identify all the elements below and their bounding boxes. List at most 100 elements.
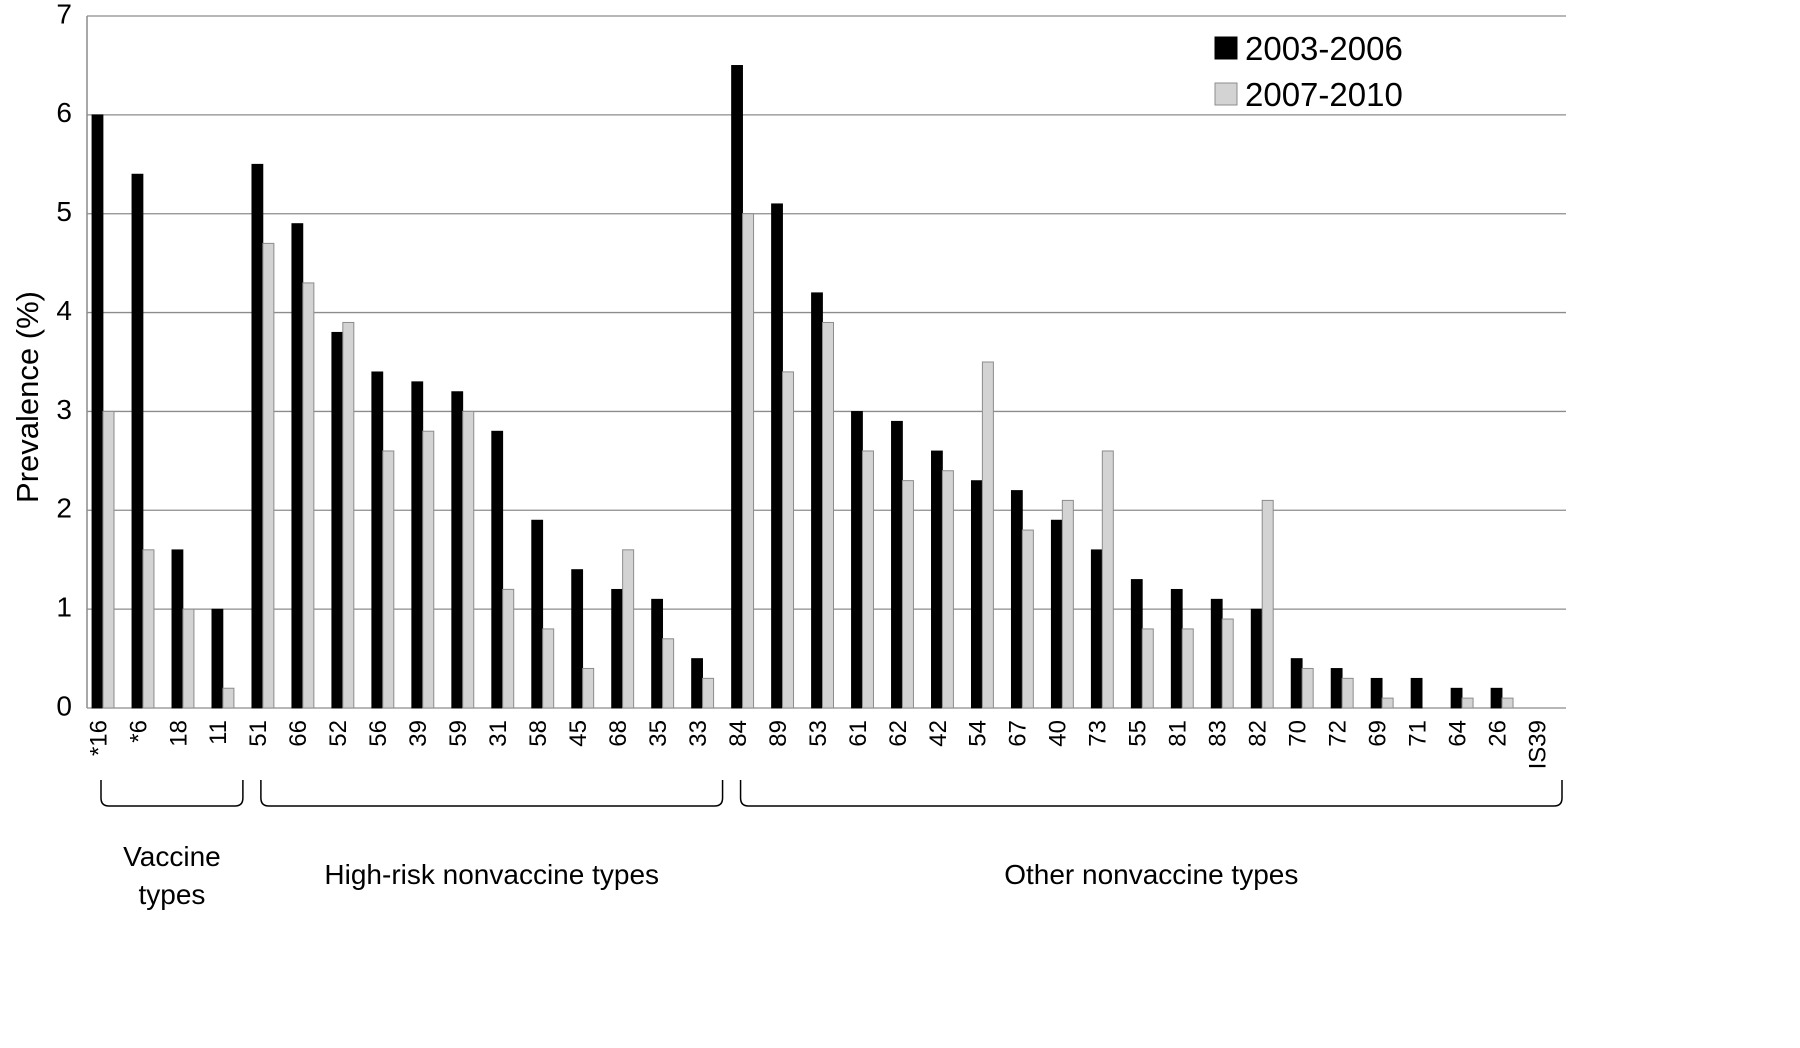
category-groups: Vaccine types High-risk nonvaccine types Ot… <box>100 780 1563 910</box>
bar-2007-2010-64 <box>1461 697 1474 709</box>
y-tick-label: 3 <box>56 394 72 425</box>
bar-2007-2010-69 <box>1381 697 1394 709</box>
x-tick-label: IS39 <box>1524 720 1551 769</box>
bars <box>91 65 1514 709</box>
group-label: High-risk nonvaccine types <box>324 859 659 890</box>
bar-2003-2006-83 <box>1210 598 1223 709</box>
bar-2007-2010-67 <box>1021 529 1034 709</box>
bar-2003-2006-51 <box>251 163 264 709</box>
group-bracket-1 <box>260 780 724 807</box>
y-tick-label: 5 <box>56 196 72 227</box>
x-tick-label: 59 <box>445 720 472 747</box>
x-tick-label: 26 <box>1484 720 1511 747</box>
bar-2007-2010-11 <box>222 687 235 709</box>
bar-2003-2006-82 <box>1250 608 1263 709</box>
bar-2007-2010-52 <box>342 321 355 709</box>
x-tick-label: 68 <box>605 720 632 747</box>
bar-2007-2010-6 <box>142 549 155 709</box>
bar-2007-2010-62 <box>901 480 914 709</box>
bar-2003-2006-84 <box>731 65 743 709</box>
bar-2003-2006-56 <box>371 371 384 709</box>
x-tick-label: 69 <box>1364 720 1391 747</box>
x-tick-label: 70 <box>1285 720 1312 747</box>
y-axis-title: Prevalence (%) <box>10 291 45 503</box>
bar-2007-2010-82 <box>1261 499 1274 709</box>
x-tick-label: 52 <box>325 720 352 747</box>
bar-2003-2006-11 <box>211 608 224 709</box>
legend-swatch-2003-2006 <box>1214 36 1238 60</box>
group-label: types <box>138 879 205 910</box>
bar-2003-2006-58 <box>531 519 544 709</box>
x-tick-label: 58 <box>525 720 552 747</box>
bar-2007-2010-16 <box>102 410 115 709</box>
x-tick-label: 61 <box>845 720 872 747</box>
bar-2007-2010-54 <box>981 361 994 709</box>
x-tick-label: 51 <box>245 720 272 747</box>
bar-2003-2006-45 <box>571 569 584 709</box>
x-tick-label: 54 <box>965 720 992 747</box>
bar-2007-2010-45 <box>582 667 595 709</box>
x-tick-label: 40 <box>1045 720 1072 747</box>
bar-2003-2006-26 <box>1490 687 1503 709</box>
group-label: Vaccine <box>123 841 221 872</box>
bar-2007-2010-31 <box>502 588 515 709</box>
bar-2003-2006-64 <box>1450 687 1463 709</box>
bar-2003-2006-66 <box>291 223 304 709</box>
x-tick-label: 84 <box>725 720 752 747</box>
x-tick-label: 66 <box>285 720 312 747</box>
x-tick-label: 67 <box>1005 720 1032 747</box>
bar-2003-2006-54 <box>970 480 983 709</box>
bar-2007-2010-33 <box>702 677 715 709</box>
bar-2007-2010-73 <box>1101 450 1114 709</box>
x-tick-label: 64 <box>1444 720 1471 747</box>
group-bracket-0 <box>100 780 244 807</box>
x-tick-label: 11 <box>205 720 232 745</box>
bar-2003-2006-16 <box>91 114 104 709</box>
bar-2003-2006-55 <box>1130 579 1143 709</box>
x-tick-label: 31 <box>485 720 512 747</box>
bar-2003-2006-33 <box>691 658 703 709</box>
bar-2003-2006-70 <box>1290 658 1303 709</box>
bar-2007-2010-39 <box>422 430 435 709</box>
x-tick-label: 35 <box>645 720 672 747</box>
bar-2003-2006-18 <box>171 549 184 709</box>
bar-2003-2006-42 <box>931 450 943 709</box>
bar-2007-2010-66 <box>302 282 315 709</box>
bar-2003-2006-89 <box>771 203 783 709</box>
bar-2007-2010-40 <box>1061 499 1074 709</box>
x-tick-label: 62 <box>885 720 912 747</box>
bar-2007-2010-89 <box>782 371 795 709</box>
bar-2003-2006-35 <box>651 598 664 709</box>
x-tick-label: 83 <box>1205 720 1232 747</box>
y-axis-ticks: 0 1 2 3 4 5 6 7 <box>56 0 72 721</box>
bar-2007-2010-81 <box>1181 628 1194 709</box>
bar-2007-2010-53 <box>822 321 834 709</box>
bar-2003-2006-72 <box>1330 668 1343 709</box>
bar-2003-2006-67 <box>1010 490 1023 709</box>
x-tick-label: 42 <box>925 720 952 747</box>
bar-2007-2010-56 <box>382 450 395 709</box>
legend-label-2007-2010: 2007-2010 <box>1245 76 1403 113</box>
y-tick-label: 7 <box>56 0 72 29</box>
legend-label-2003-2006: 2003-2006 <box>1245 30 1403 67</box>
bar-2007-2010-70 <box>1301 667 1314 709</box>
bar-2007-2010-51 <box>262 242 275 709</box>
x-tick-label: 71 <box>1404 720 1431 747</box>
x-tick-label: *6 <box>125 720 152 743</box>
y-tick-label: 6 <box>56 97 72 128</box>
bar-2007-2010-55 <box>1141 628 1154 709</box>
x-tick-label: 33 <box>685 720 712 747</box>
bar-2003-2006-81 <box>1170 588 1183 709</box>
bar-2003-2006-69 <box>1370 677 1383 709</box>
bar-2003-2006-39 <box>411 381 424 709</box>
bar-2003-2006-31 <box>491 430 504 709</box>
x-tick-label: 18 <box>165 720 192 747</box>
x-tick-label: 81 <box>1165 720 1192 747</box>
x-tick-label: 53 <box>805 720 832 747</box>
bar-2007-2010-58 <box>542 628 555 709</box>
bar-2007-2010-68 <box>622 549 635 709</box>
y-tick-label: 0 <box>56 690 72 721</box>
x-axis-ticks: *16 *6 18 11 51 66 52 56 39 59 31 58 45 68 35 33 84 89 53 6… <box>85 720 1551 769</box>
bar-2007-2010-61 <box>861 450 874 709</box>
bar-2003-2006-61 <box>851 411 863 709</box>
